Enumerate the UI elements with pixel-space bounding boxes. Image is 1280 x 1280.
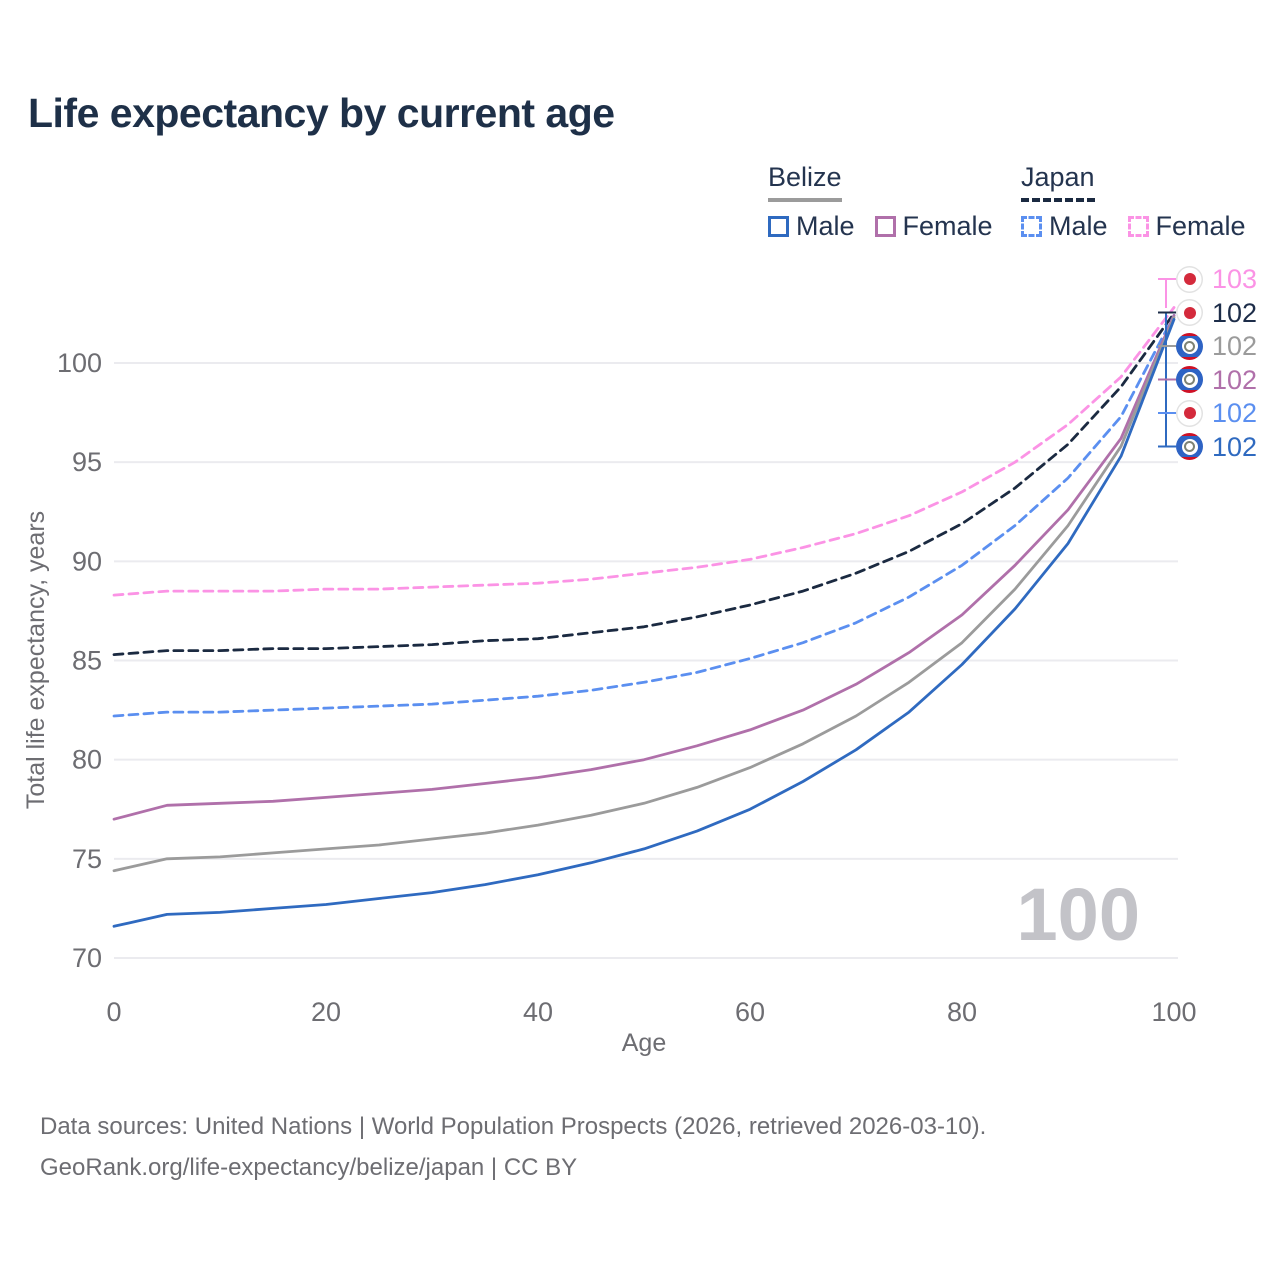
y-axis-label: Total life expectancy, years: [22, 511, 50, 809]
endpoint-value-japan-male: 102: [1212, 398, 1258, 428]
y-tick-70: 70: [72, 943, 102, 973]
endpoint-value-belize-male: 102: [1212, 431, 1258, 462]
legend-item-japan-female[interactable]: Female: [1127, 211, 1246, 242]
y-tick-100: 100: [57, 348, 102, 378]
belize-male-swatch-icon: [768, 216, 789, 237]
chart-canvas: 70 75 80 85 90 95 100 0 20 40 60 80 100 Age Total life…: [22, 278, 1197, 1057]
belize-female-swatch-icon: [874, 216, 896, 237]
y-tick-75: 75: [72, 844, 102, 874]
x-tick-80: 80: [947, 997, 977, 1027]
belize-flag-icon: [1176, 366, 1203, 393]
endpoint-value-belize-total: 102: [1212, 331, 1258, 361]
endpoint-label-japan-male: 102: [1176, 398, 1257, 428]
legend-group-japan: Japan Male Female: [1021, 162, 1246, 242]
data-source-note: Data sources: United Nations | World Pop…: [40, 1106, 986, 1188]
endpoint-value-japan-total: 102: [1212, 297, 1258, 328]
japan-female-swatch-icon: [1127, 216, 1149, 237]
x-axis-label: Age: [622, 1029, 666, 1057]
page-title: Life expectancy by current age: [28, 90, 615, 136]
legend-label-japan-female: Female: [1155, 211, 1246, 241]
japan-flag-icon: [1176, 299, 1203, 326]
legend-item-belize-female[interactable]: Female: [874, 211, 993, 242]
series-line-japan-female[interactable]: [112, 306, 1176, 597]
belize-flag-icon: [1176, 433, 1203, 460]
endpoint-label-belize-female: 102: [1176, 365, 1257, 395]
legend-label-belize-male: Male: [796, 211, 855, 241]
legend-item-japan-male[interactable]: Male: [1021, 211, 1108, 242]
endpoint-label-belize-male: 102: [1176, 432, 1257, 462]
endpoint-label-belize-total: 102: [1176, 331, 1257, 361]
endpoint-label-japan-total: 102: [1176, 298, 1257, 328]
legend-group-belize: Belize Male Female: [768, 162, 993, 242]
age-indicator-watermark: 100: [1016, 873, 1140, 956]
series-line-belize-male[interactable]: [112, 317, 1176, 928]
japan-flag-icon: [1176, 265, 1203, 293]
y-tick-90: 90: [72, 546, 102, 576]
source-line-1: Data sources: United Nations | World Pop…: [40, 1113, 987, 1140]
legend-country-japan[interactable]: Japan: [1021, 162, 1095, 202]
series-line-japan-total[interactable]: [112, 311, 1176, 656]
legend-country-belize[interactable]: Belize: [768, 162, 842, 202]
endpoint-value-japan-female: 103: [1212, 264, 1258, 294]
y-tick-85: 85: [72, 646, 102, 676]
x-tick-100: 100: [1151, 997, 1196, 1027]
x-tick-40: 40: [523, 997, 553, 1027]
legend-label-japan-male: Male: [1049, 211, 1108, 241]
y-tick-95: 95: [72, 447, 102, 477]
endpoint-label-japan-female: 103: [1176, 264, 1257, 294]
japan-flag-icon: [1176, 399, 1203, 427]
source-line-2: GeoRank.org/life-expectancy/belize/japan…: [40, 1154, 578, 1181]
y-tick-80: 80: [72, 745, 102, 775]
x-tick-0: 0: [106, 997, 121, 1027]
legend-item-belize-male[interactable]: Male: [768, 211, 855, 242]
legend-label-belize-female: Female: [902, 211, 993, 241]
endpoint-value-belize-female: 102: [1212, 364, 1258, 395]
x-tick-60: 60: [735, 997, 765, 1027]
series-line-japan-male[interactable]: [112, 313, 1176, 718]
x-tick-20: 20: [311, 997, 341, 1027]
belize-flag-icon: [1176, 332, 1203, 360]
series-line-belize-female[interactable]: [112, 313, 1176, 821]
japan-male-swatch-icon: [1021, 216, 1042, 237]
series-line-belize-total[interactable]: [112, 315, 1176, 873]
